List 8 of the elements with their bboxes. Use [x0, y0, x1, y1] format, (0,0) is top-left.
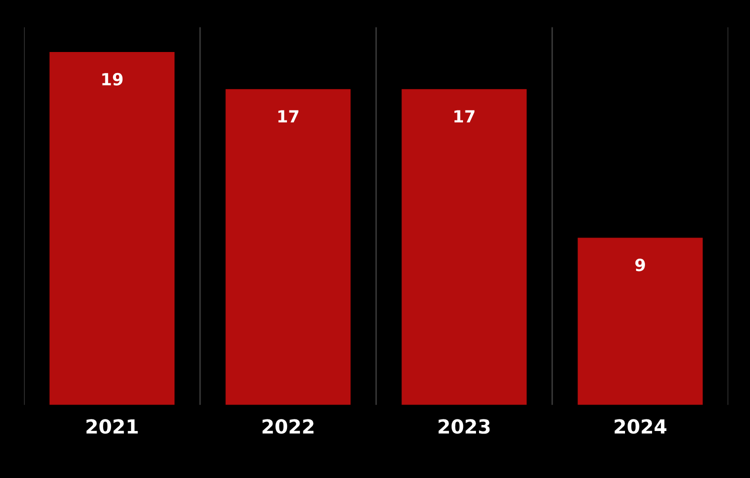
data-label: 17	[278, 110, 298, 122]
data-label: 17	[454, 110, 474, 122]
data-label: 9	[635, 258, 645, 272]
x-tick-label: 2023	[438, 419, 490, 434]
x-tick-label: 2022	[262, 419, 314, 434]
data-label: 19	[102, 72, 123, 86]
x-tick-label: 2024	[614, 419, 666, 434]
x-tick-label: 2021	[86, 419, 138, 434]
